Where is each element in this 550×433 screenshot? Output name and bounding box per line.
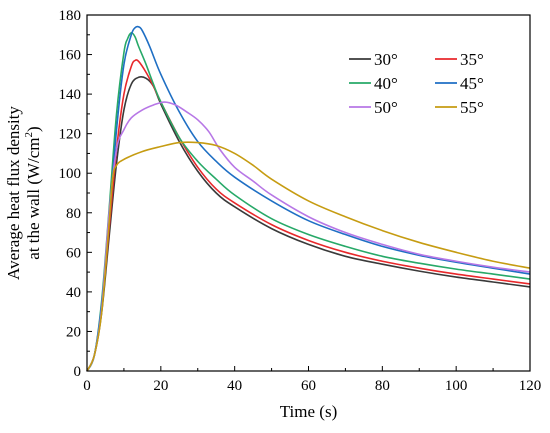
series-line <box>86 75 531 372</box>
y-axis-label-line-2-suffix: ) <box>24 126 43 132</box>
y-tick-label: 60 <box>66 245 81 261</box>
legend-label: 50° <box>374 98 398 117</box>
ticks-layer: 0 20 40 60 80 100 120 0 20 40 60 80 100 120 140 160 180 <box>59 8 542 394</box>
x-tick-label: 120 <box>519 378 542 394</box>
series-line <box>86 101 531 372</box>
legend-label: 40° <box>374 74 398 93</box>
x-tick-label: 0 <box>83 378 91 394</box>
y-axis-label-line-1: Average heat flux density <box>4 106 23 280</box>
y-axis-label-line-2-text: at the wall (W/cm <box>24 137 43 259</box>
y-axis-label-line-2: at the wall (W/cm2) <box>23 126 43 259</box>
y-axis-label-unit-superscript: 2 <box>23 132 35 138</box>
y-tick-label: 140 <box>59 87 82 103</box>
series-line <box>86 141 531 372</box>
x-tick-label: 100 <box>445 378 468 394</box>
y-tick-label: 100 <box>59 166 82 182</box>
y-tick-label: 160 <box>59 48 82 64</box>
x-tick-label: 20 <box>153 378 168 394</box>
y-tick-label: 120 <box>59 127 82 143</box>
y-tick-label: 80 <box>66 206 81 222</box>
series-line <box>86 31 531 372</box>
x-tick-label: 40 <box>227 378 242 394</box>
legend-label: 30° <box>374 50 398 69</box>
y-tick-label: 20 <box>66 324 81 340</box>
legend-label: 45° <box>460 74 484 93</box>
x-tick-label: 80 <box>375 378 390 394</box>
y-tick-label: 40 <box>66 285 81 301</box>
legend-label: 55° <box>460 98 484 117</box>
y-tick-label: 0 <box>74 364 82 380</box>
x-axis-label: Time (s) <box>280 402 337 421</box>
y-tick-label: 180 <box>59 8 82 24</box>
series-layer <box>86 25 531 372</box>
x-tick-label: 60 <box>301 378 316 394</box>
legend: 30° 35° 40° 45° 50° 55° <box>349 50 484 117</box>
legend-label: 35° <box>460 50 484 69</box>
